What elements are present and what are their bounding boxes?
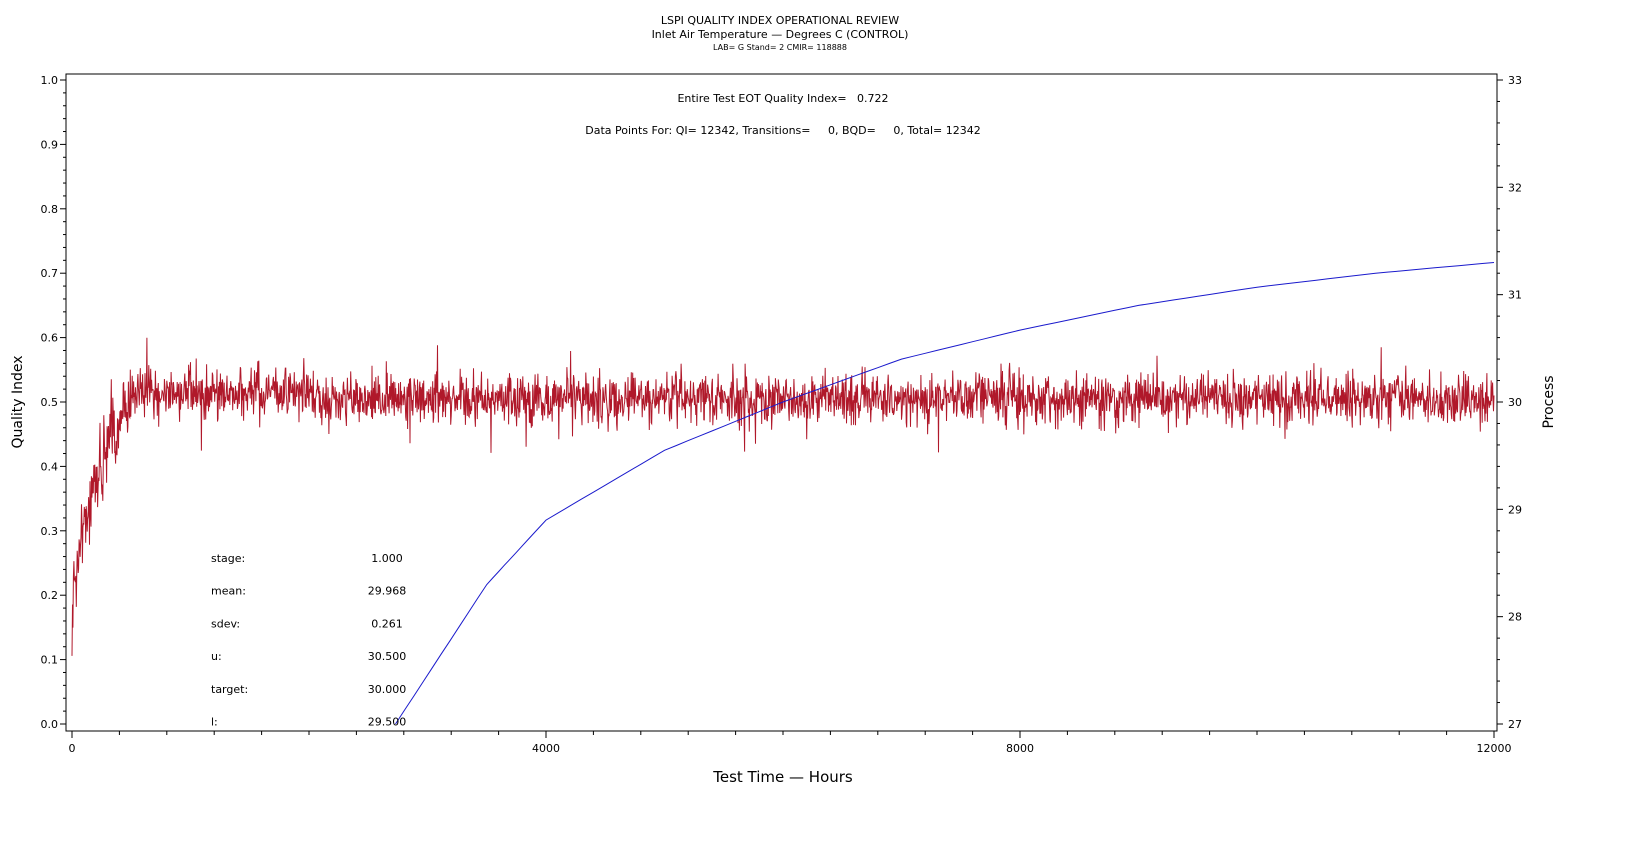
- y2-tick-label: 30: [1508, 396, 1522, 409]
- eot-quality-annotation: Entire Test EOT Quality Index= 0.722: [677, 92, 888, 105]
- x-tick-label: 8000: [1006, 742, 1034, 755]
- y-tick-label: 0.1: [41, 654, 59, 667]
- y-tick-label: 0.4: [41, 460, 59, 473]
- stat-label: target:: [211, 683, 248, 696]
- stat-value: 29.500: [368, 716, 407, 729]
- y2-axis-label: Process: [1541, 375, 1557, 428]
- y-tick-label: 0.0: [41, 718, 59, 731]
- process-series-line: [395, 261, 1495, 725]
- y2-tick-label: 28: [1508, 611, 1522, 624]
- y-tick-label: 0.5: [41, 396, 59, 409]
- quality-index-series: [71, 337, 1495, 656]
- y-axis-label: Quality Index: [10, 355, 26, 448]
- stat-label: mean:: [211, 585, 246, 598]
- stat-label: sdev:: [211, 617, 240, 630]
- stat-label: u:: [211, 650, 222, 663]
- y-tick-label: 0.8: [41, 203, 59, 216]
- y-tick-label: 0.9: [41, 138, 59, 151]
- stat-value: 30.500: [368, 650, 407, 663]
- data-points-annotation: Data Points For: QI= 12342, Transitions=…: [585, 124, 980, 137]
- y2-tick-label: 27: [1508, 718, 1522, 731]
- x-tick-label: 12000: [1477, 742, 1512, 755]
- x-axis-label: Test Time — Hours: [712, 768, 853, 786]
- stat-value: 29.968: [368, 585, 407, 598]
- y-tick-label: 0.3: [41, 525, 59, 538]
- chart-subtitle: Inlet Air Temperature — Degrees C (CONTR…: [652, 28, 909, 41]
- stat-value: 30.000: [368, 683, 407, 696]
- quality-index-line: [71, 337, 1495, 656]
- stat-value: 1.000: [371, 552, 403, 565]
- y-tick-label: 1.0: [41, 74, 59, 87]
- y-tick-label: 0.6: [41, 332, 59, 345]
- x-tick-label: 0: [69, 742, 76, 755]
- y2-tick-label: 31: [1508, 289, 1522, 302]
- y2-tick-label: 32: [1508, 181, 1522, 194]
- stat-label: stage:: [211, 552, 245, 565]
- x-tick-label: 4000: [532, 742, 560, 755]
- y2-tick-label: 33: [1508, 74, 1522, 87]
- y-tick-label: 0.7: [41, 267, 59, 280]
- chart-subtitle-2: LAB= G Stand= 2 CMIR= 118888: [713, 43, 847, 52]
- chart-title: LSPI QUALITY INDEX OPERATIONAL REVIEW: [661, 14, 899, 27]
- stat-value: 0.261: [371, 617, 403, 630]
- y-tick-label: 0.2: [41, 589, 59, 602]
- y2-tick-label: 29: [1508, 503, 1522, 516]
- stat-label: l:: [211, 716, 218, 729]
